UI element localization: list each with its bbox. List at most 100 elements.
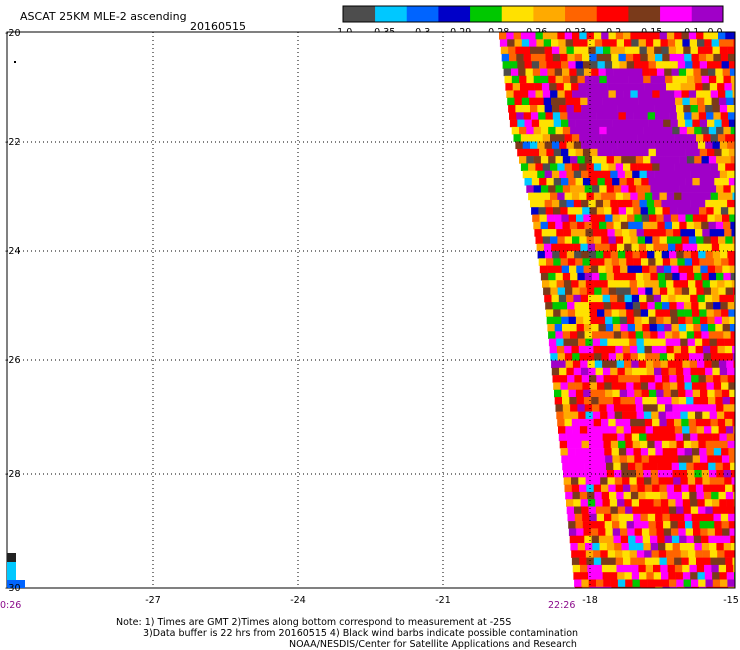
data-cell xyxy=(595,572,603,580)
data-cell xyxy=(692,316,701,325)
data-cell xyxy=(594,353,602,361)
data-cell xyxy=(602,572,611,580)
data-cell xyxy=(722,528,730,536)
data-cell xyxy=(639,251,648,259)
data-cell xyxy=(668,105,677,113)
data-cell xyxy=(659,163,668,171)
data-cell xyxy=(512,83,521,91)
data-cell xyxy=(556,83,565,91)
data-cell xyxy=(708,185,717,193)
data-cell xyxy=(531,178,540,186)
data-cell xyxy=(691,112,700,120)
data-cell xyxy=(720,586,729,588)
data-cell xyxy=(603,46,611,55)
data-cell xyxy=(655,207,663,215)
data-cell xyxy=(545,309,554,317)
data-cell xyxy=(597,455,606,463)
data-cell xyxy=(728,309,735,317)
data-cell xyxy=(723,272,731,281)
data-cell xyxy=(588,170,596,179)
data-cell xyxy=(600,280,608,288)
data-cell xyxy=(640,513,649,522)
data-cell xyxy=(723,156,731,164)
data-cell xyxy=(648,119,657,128)
data-cell xyxy=(503,68,512,77)
data-cell xyxy=(679,331,688,339)
data-cell xyxy=(645,32,653,40)
data-cell xyxy=(581,302,590,310)
data-cell xyxy=(530,53,539,62)
data-cell xyxy=(718,287,726,296)
data-cell xyxy=(543,39,552,47)
data-cell xyxy=(699,61,708,69)
data-cell xyxy=(604,178,613,186)
data-cell xyxy=(713,586,722,588)
data-cell xyxy=(657,535,665,544)
data-cell xyxy=(712,251,721,259)
data-cell xyxy=(607,83,616,91)
data-cell xyxy=(573,46,582,55)
data-cell xyxy=(652,426,661,434)
data-cell xyxy=(529,39,537,47)
data-cell xyxy=(617,294,625,303)
data-cell xyxy=(681,90,690,98)
data-cell xyxy=(651,338,659,347)
data-cell xyxy=(650,75,659,84)
data-cell xyxy=(677,513,685,522)
data-cell xyxy=(593,236,602,244)
data-cell xyxy=(572,287,580,296)
data-cell xyxy=(585,411,594,420)
data-cell xyxy=(691,375,699,383)
data-cell xyxy=(511,75,520,84)
data-cell xyxy=(634,178,642,186)
data-cell xyxy=(591,331,600,339)
data-cell xyxy=(630,484,638,493)
data-cell xyxy=(622,477,630,485)
data-cell xyxy=(612,521,620,529)
data-cell xyxy=(576,397,585,405)
data-cell xyxy=(720,579,728,588)
data-cell xyxy=(699,309,707,317)
data-cell xyxy=(626,448,634,456)
data-cell xyxy=(719,243,727,252)
data-cell xyxy=(687,470,695,478)
data-cell xyxy=(617,199,626,208)
data-cell xyxy=(577,126,585,135)
data-cell xyxy=(675,97,683,106)
data-cell xyxy=(718,360,727,369)
data-cell xyxy=(684,586,692,588)
data-cell xyxy=(567,258,576,266)
data-cell xyxy=(616,287,624,296)
data-cell xyxy=(674,418,682,427)
data-cell xyxy=(545,112,554,120)
longitude-labels: -27 -24 -21 -18 -15 xyxy=(145,595,739,606)
data-cell xyxy=(596,586,605,588)
data-cell xyxy=(729,265,735,274)
data-cell xyxy=(555,75,564,84)
data-cell xyxy=(583,455,591,463)
data-cell xyxy=(570,75,578,84)
data-cell xyxy=(598,535,607,544)
data-cell xyxy=(574,513,583,522)
data-cell xyxy=(596,579,604,588)
data-cell xyxy=(669,586,678,588)
data-cell xyxy=(716,470,724,478)
data-cell xyxy=(683,170,691,179)
data-cell xyxy=(637,134,646,142)
data-cell xyxy=(679,543,688,551)
data-cell xyxy=(584,75,593,84)
data-cell xyxy=(560,382,569,390)
data-cell xyxy=(578,83,586,91)
data-cell xyxy=(712,572,720,580)
data-cell xyxy=(695,229,703,237)
data-cell xyxy=(678,265,687,274)
data-cell xyxy=(666,163,675,171)
data-cell xyxy=(593,557,602,566)
data-cell xyxy=(666,32,675,40)
data-cell xyxy=(615,550,623,558)
data-cell xyxy=(666,557,675,566)
data-cell xyxy=(616,353,624,361)
data-cell xyxy=(574,251,582,259)
data-cell xyxy=(675,294,684,303)
data-cell xyxy=(668,499,676,507)
